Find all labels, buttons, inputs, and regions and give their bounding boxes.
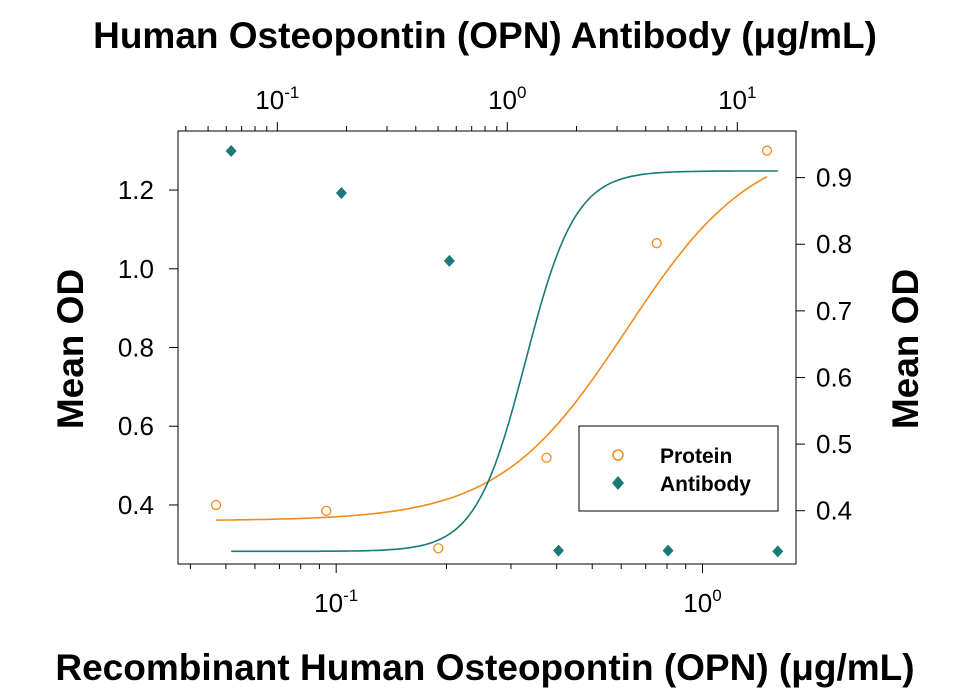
data-point-antibody	[662, 544, 674, 557]
legend-protein-label: Protein	[660, 445, 732, 468]
legend: Protein Antibody	[578, 425, 779, 512]
x-axis-label: Recombinant Human Osteopontin (OPN) (μg/…	[55, 647, 914, 688]
fit-curve-protein	[216, 175, 768, 521]
data-point-protein	[651, 238, 662, 249]
y-left-axis: 0.4 0.6 0.8 1.0 1.2	[118, 175, 178, 520]
x-bottom-axis: 10-1 100	[189, 564, 722, 618]
legend-antibody-label: Antibody	[660, 473, 751, 496]
y-left-tick-label: 1.0	[118, 254, 154, 284]
data-point-protein	[541, 452, 552, 463]
fit-curves	[216, 170, 778, 553]
x-top-tick-label: 101	[718, 83, 756, 115]
data-point-protein	[761, 145, 773, 156]
x-top-tick-label: 100	[488, 83, 526, 115]
data-markers	[210, 144, 784, 558]
y-right-axis: 0.4 0.5 0.6 0.7 0.8 0.9	[796, 163, 852, 526]
fit-curve-antibody	[231, 170, 778, 553]
y-left-tick-label: 0.8	[118, 333, 154, 363]
data-point-antibody	[225, 144, 237, 157]
legend-box	[578, 425, 779, 512]
y-right-tick-label: 0.9	[816, 163, 852, 193]
data-point-protein	[433, 543, 444, 554]
legend-antibody-marker	[612, 476, 624, 490]
chart-title: Human Osteopontin (OPN) Antibody (μg/mL)	[93, 15, 877, 56]
data-point-antibody	[443, 254, 455, 267]
x-bottom-tick-label: 100	[683, 586, 721, 618]
y-right-tick-label: 0.6	[816, 362, 852, 392]
y-left-axis-label: Mean OD	[50, 269, 91, 429]
data-point-antibody	[553, 544, 565, 557]
y-right-tick-label: 0.5	[816, 429, 852, 459]
y-right-tick-label: 0.4	[816, 496, 852, 526]
data-point-protein	[210, 499, 222, 511]
data-point-antibody	[772, 545, 784, 558]
data-point-antibody	[335, 186, 347, 199]
y-right-tick-label: 0.8	[816, 229, 852, 259]
x-top-tick-label: 10-1	[255, 83, 299, 115]
data-point-protein	[321, 505, 332, 517]
y-left-tick-label: 1.2	[118, 175, 154, 205]
y-right-tick-label: 0.7	[816, 296, 852, 326]
x-bottom-tick-label: 10-1	[314, 586, 358, 618]
y-right-axis-label: Mean OD	[885, 269, 926, 429]
legend-protein-marker	[612, 449, 624, 461]
y-left-tick-label: 0.6	[118, 411, 154, 441]
y-left-tick-label: 0.4	[118, 490, 154, 520]
x-top-axis: 10-1 100 101	[185, 83, 756, 131]
